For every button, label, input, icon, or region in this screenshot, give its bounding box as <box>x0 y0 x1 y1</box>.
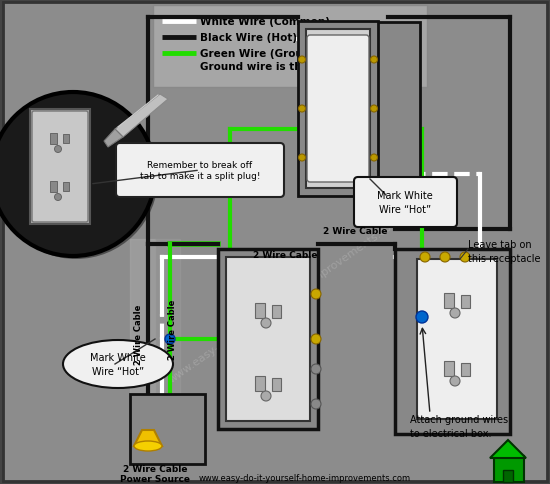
Circle shape <box>311 334 321 344</box>
Ellipse shape <box>63 340 173 388</box>
Circle shape <box>420 253 430 262</box>
Circle shape <box>261 391 271 401</box>
FancyBboxPatch shape <box>30 110 90 225</box>
FancyBboxPatch shape <box>255 303 265 318</box>
Circle shape <box>311 289 321 300</box>
FancyBboxPatch shape <box>395 249 510 434</box>
FancyBboxPatch shape <box>3 3 547 481</box>
FancyBboxPatch shape <box>443 361 454 376</box>
FancyBboxPatch shape <box>272 305 280 318</box>
Text: Mark White
Wire “Hot”: Mark White Wire “Hot” <box>90 353 146 376</box>
FancyBboxPatch shape <box>63 182 69 192</box>
Circle shape <box>0 93 155 257</box>
FancyBboxPatch shape <box>417 259 497 419</box>
Circle shape <box>416 311 428 323</box>
FancyBboxPatch shape <box>325 23 420 182</box>
Circle shape <box>54 146 62 153</box>
Text: Remember to break off
tab to make it a split plug!: Remember to break off tab to make it a s… <box>140 160 260 181</box>
Text: 2 Wire Cable: 2 Wire Cable <box>323 227 387 236</box>
Text: Mark White
Wire “Hot”: Mark White Wire “Hot” <box>377 191 433 214</box>
Circle shape <box>371 155 377 162</box>
Circle shape <box>450 376 460 386</box>
FancyBboxPatch shape <box>218 249 318 429</box>
FancyBboxPatch shape <box>32 112 88 223</box>
FancyBboxPatch shape <box>272 378 280 391</box>
Text: Power Source: Power Source <box>120 474 190 484</box>
Text: www.easy-do-it-yourself-home-improvements.com: www.easy-do-it-yourself-home-improvement… <box>167 215 403 384</box>
Circle shape <box>371 106 377 113</box>
Circle shape <box>299 155 305 162</box>
Polygon shape <box>115 95 168 138</box>
Circle shape <box>460 253 470 262</box>
Text: Leave tab on
this receptacle: Leave tab on this receptacle <box>468 240 541 263</box>
FancyBboxPatch shape <box>307 36 369 182</box>
Text: Ground wire is the bare wire: Ground wire is the bare wire <box>200 62 368 72</box>
Circle shape <box>54 194 62 201</box>
Text: 2 Wire Cable: 2 Wire Cable <box>123 465 187 473</box>
Text: 2 Wire Cable: 2 Wire Cable <box>134 304 142 364</box>
Circle shape <box>450 308 460 318</box>
FancyBboxPatch shape <box>255 376 265 391</box>
Circle shape <box>371 57 377 64</box>
Text: 2 Wire Cable: 2 Wire Cable <box>168 299 177 360</box>
FancyBboxPatch shape <box>460 295 470 308</box>
Text: www.easy-do-it-yourself-home-improvements.com: www.easy-do-it-yourself-home-improvement… <box>199 473 411 483</box>
FancyBboxPatch shape <box>503 470 513 482</box>
FancyBboxPatch shape <box>494 456 524 482</box>
FancyBboxPatch shape <box>443 293 454 308</box>
Text: 2 Wire Cable: 2 Wire Cable <box>253 250 317 259</box>
Polygon shape <box>104 130 123 148</box>
Text: Green Wire (Ground Wire): Green Wire (Ground Wire) <box>200 49 354 59</box>
FancyBboxPatch shape <box>50 134 57 145</box>
FancyBboxPatch shape <box>116 144 284 197</box>
FancyBboxPatch shape <box>354 178 457 227</box>
Circle shape <box>311 364 321 374</box>
Circle shape <box>0 96 158 259</box>
FancyBboxPatch shape <box>298 22 378 197</box>
Circle shape <box>261 318 271 328</box>
FancyBboxPatch shape <box>63 135 69 144</box>
FancyBboxPatch shape <box>50 182 57 193</box>
FancyBboxPatch shape <box>306 30 370 189</box>
FancyBboxPatch shape <box>226 257 310 421</box>
Circle shape <box>440 253 450 262</box>
Text: Attach ground wires
to electrical box.: Attach ground wires to electrical box. <box>410 414 508 438</box>
FancyBboxPatch shape <box>460 363 470 376</box>
Text: White Wire (Common): White Wire (Common) <box>200 17 330 27</box>
Ellipse shape <box>134 441 162 451</box>
FancyBboxPatch shape <box>153 6 427 88</box>
Circle shape <box>311 399 321 409</box>
Polygon shape <box>490 440 526 458</box>
Circle shape <box>165 334 175 344</box>
Circle shape <box>299 106 305 113</box>
FancyBboxPatch shape <box>130 394 205 464</box>
Polygon shape <box>134 430 162 446</box>
Text: Black Wire (Hot): Black Wire (Hot) <box>200 33 297 43</box>
Circle shape <box>299 57 305 64</box>
